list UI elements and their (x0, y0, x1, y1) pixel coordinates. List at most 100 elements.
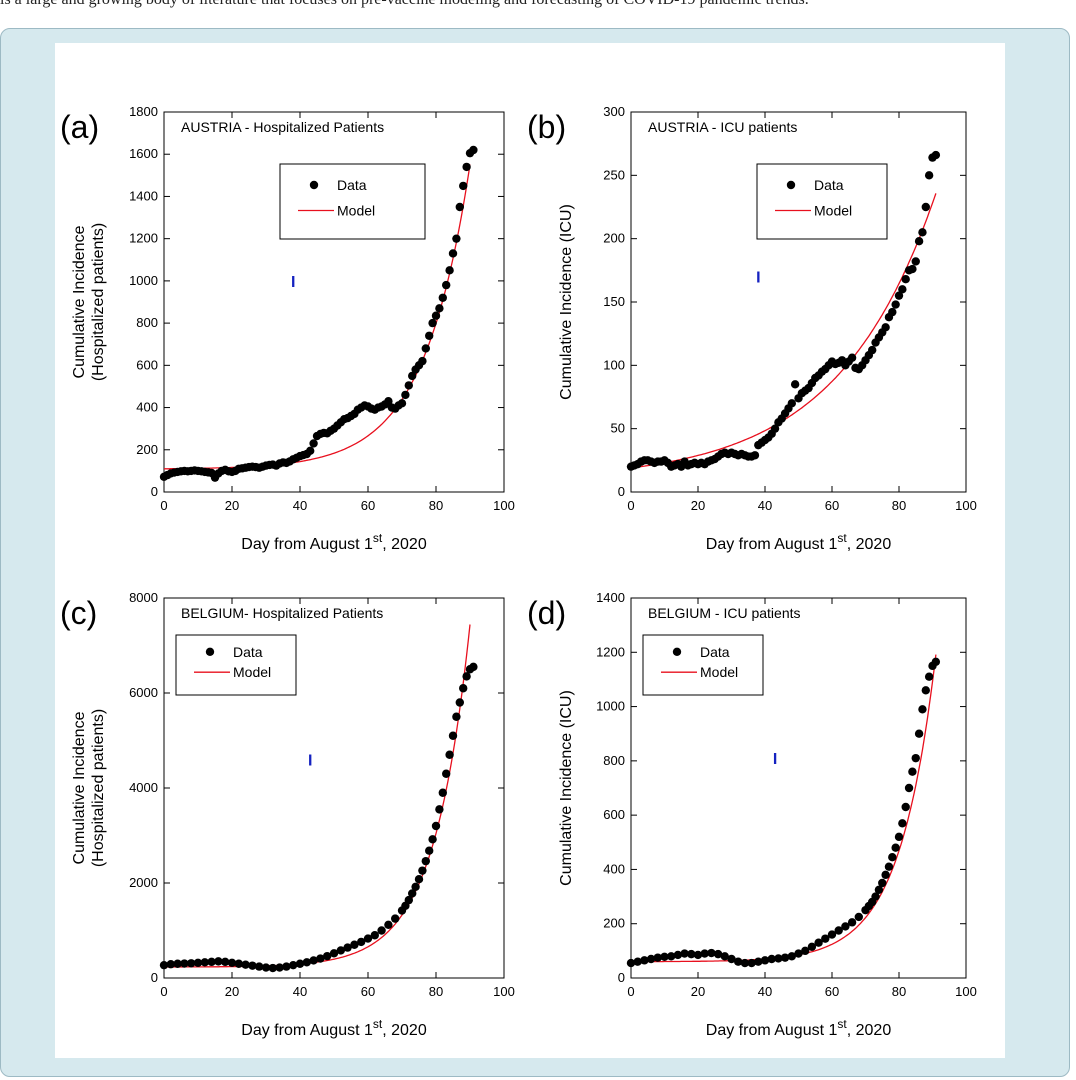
y-tick-label: 50 (611, 421, 625, 436)
data-point (740, 958, 750, 968)
y-tick-label: 6000 (129, 685, 158, 700)
x-axis-label: Day from August 1st, 2020 (706, 531, 892, 553)
panel-label: (d) (527, 595, 566, 631)
data-point (680, 949, 689, 958)
data-point (438, 293, 447, 302)
data-point (787, 952, 796, 961)
x-axis-label-text: Day from August 1 (241, 536, 373, 553)
data-point (442, 769, 451, 778)
data-point (442, 280, 451, 290)
x-tick-label: 20 (691, 498, 705, 513)
x-tick-label: 80 (429, 498, 443, 513)
y-axis-label-line: Cumulative Incidence (ICU) (558, 690, 575, 886)
data-point (282, 962, 291, 971)
y-axis-label: Cumulative Incidence (Hospitalized patien… (71, 223, 107, 381)
data-point (448, 249, 458, 258)
data-point (384, 920, 393, 929)
data-point (309, 956, 318, 965)
y-tick-label: 1400 (596, 590, 625, 605)
data-point (193, 958, 203, 967)
data-point (878, 878, 887, 888)
x-axis-label: Day from August 1st, 2020 (241, 531, 427, 553)
x-tick-label: 20 (225, 984, 239, 999)
data-point (901, 802, 910, 812)
y-tick-label: 600 (603, 807, 625, 822)
data-point (931, 150, 941, 160)
data-point (336, 946, 345, 955)
data-point (787, 399, 796, 408)
x-tick-label: 60 (825, 984, 839, 999)
legend: Data Model (756, 163, 888, 240)
data-point (898, 819, 907, 828)
legend: Data Model (175, 634, 297, 696)
y-axis-label: Cumulative Incidence (ICU) (558, 204, 575, 400)
data-point (653, 953, 662, 962)
data-point (884, 862, 894, 871)
x-tick-label: 80 (892, 498, 906, 513)
y-tick-label: 150 (603, 294, 625, 309)
y-tick-label: 1600 (129, 146, 158, 161)
legend-data-label: Data (700, 644, 730, 660)
y-tick-label: 1000 (596, 699, 625, 714)
data-point (431, 311, 441, 320)
data-point (295, 959, 305, 968)
data-point (404, 381, 413, 390)
data-point (302, 958, 311, 967)
data-point (847, 918, 857, 927)
x-axis-label-sup: st (837, 1017, 847, 1031)
data-point (221, 957, 230, 967)
data-point (780, 953, 790, 962)
data-point (801, 946, 810, 956)
data-point (660, 952, 669, 962)
data-point (707, 948, 716, 958)
y-axis-label-line: Cumulative Incidence (ICU) (558, 204, 575, 400)
data-point (241, 960, 250, 969)
data-point (881, 870, 890, 880)
legend-data-label: Data (337, 177, 367, 193)
legend-model-label: Model (233, 664, 271, 680)
x-axis-label-text: Day from August 1 (241, 1022, 373, 1039)
model-line (631, 654, 937, 963)
x-tick-label: 0 (160, 498, 167, 513)
y-tick-label: 1200 (596, 644, 625, 659)
y-tick-label: 1200 (129, 231, 158, 246)
data-point (770, 424, 780, 433)
data-point (834, 926, 843, 935)
data-point (227, 958, 237, 967)
data-point (159, 960, 169, 970)
data-point (469, 145, 478, 155)
data-point (854, 912, 863, 922)
data-point (841, 922, 850, 931)
y-axis-label: Cumulative Incidence (Hospitalized patien… (71, 709, 107, 867)
y-axis-label-line: Cumulative Incidence (71, 711, 88, 864)
y-tick-label: 300 (603, 104, 625, 119)
intervention-marker: I (756, 270, 760, 287)
data-point (827, 930, 837, 939)
x-tick-label: 40 (293, 984, 307, 999)
data-point (667, 952, 676, 961)
x-axis-label: Day from August 1st, 2020 (706, 1017, 892, 1039)
x-axis-label-suffix: , 2020 (847, 1022, 892, 1039)
data-point (462, 672, 471, 681)
y-tick-label: 8000 (129, 590, 158, 605)
legend-data-marker (672, 647, 682, 656)
data-point (234, 959, 243, 968)
data-point (421, 344, 430, 353)
legend-box (642, 634, 764, 696)
data-point (898, 285, 907, 294)
data-point (173, 959, 182, 968)
panel-label: (b) (527, 109, 566, 145)
y-tick-label: 1800 (129, 104, 158, 119)
chart-title: BELGIUM- Hospitalized Patients (181, 605, 383, 621)
data-point (200, 958, 209, 967)
intervention-marker: I (773, 751, 777, 768)
data-point (713, 949, 723, 959)
data-point (421, 856, 430, 866)
data-point (720, 952, 729, 961)
data-point (414, 875, 424, 884)
legend-data-label: Data (233, 644, 263, 660)
chart-c: 0 20 40 60 80 100 0 2000 4000 6000 8000 (c) BELGIUM-… (60, 590, 515, 1039)
data-point (323, 951, 332, 961)
data-point (425, 846, 434, 855)
legend: Data Model (642, 634, 764, 696)
